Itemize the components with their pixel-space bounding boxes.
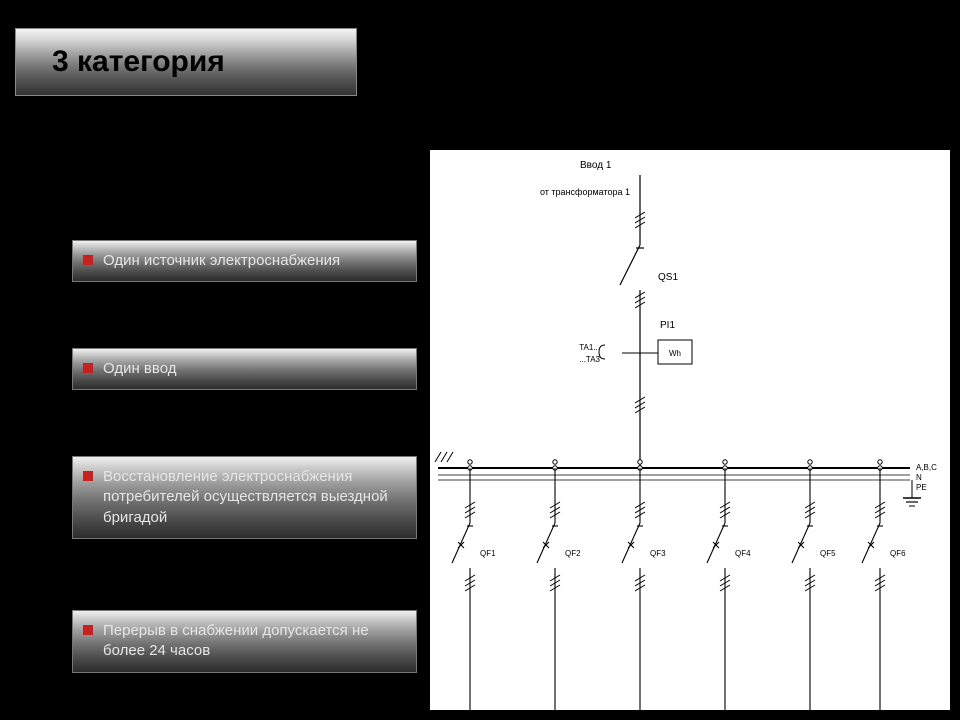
svg-text:PE: PE [916, 483, 927, 492]
bullet-text: Восстановление электроснабжения потребит… [103, 467, 403, 528]
svg-text:QF1: QF1 [480, 549, 496, 558]
svg-text:QF5: QF5 [820, 549, 836, 558]
bullet-marker-icon [83, 363, 93, 373]
svg-text:QF3: QF3 [650, 549, 666, 558]
bullet-marker-icon [83, 255, 93, 265]
bullet-text: Перерыв в снабжении допускается не более… [103, 621, 403, 662]
bullet-3: Перерыв в снабжении допускается не более… [72, 610, 417, 673]
bullet-text: Один ввод [103, 359, 403, 379]
title-box: 3 категория [15, 28, 357, 96]
bullet-marker-icon [83, 625, 93, 635]
svg-text:QF2: QF2 [565, 549, 581, 558]
bullet-0: Один источник электроснабжения [72, 240, 417, 282]
svg-text:QF6: QF6 [890, 549, 906, 558]
svg-text:QF4: QF4 [735, 549, 751, 558]
bullet-marker-icon [83, 471, 93, 481]
title-text: 3 категория [16, 45, 225, 79]
bullet-2: Восстановление электроснабжения потребит… [72, 456, 417, 539]
svg-text:...TA3: ...TA3 [579, 355, 600, 364]
svg-text:TA1...: TA1... [579, 343, 600, 352]
svg-text:Wh: Wh [669, 349, 681, 358]
bullet-1: Один ввод [72, 348, 417, 390]
bullet-text: Один источник электроснабжения [103, 251, 403, 271]
svg-text:PI1: PI1 [660, 320, 675, 331]
svg-text:от трансформатора 1: от трансформатора 1 [540, 187, 630, 197]
svg-text:N: N [916, 473, 922, 482]
svg-text:A,B,C: A,B,C [916, 463, 937, 472]
electrical-schematic: Ввод 1 от трансформатора 1 QS1 PI1 TA1......… [430, 150, 950, 710]
svg-text:QS1: QS1 [658, 272, 678, 283]
svg-text:Ввод 1: Ввод 1 [580, 160, 612, 171]
